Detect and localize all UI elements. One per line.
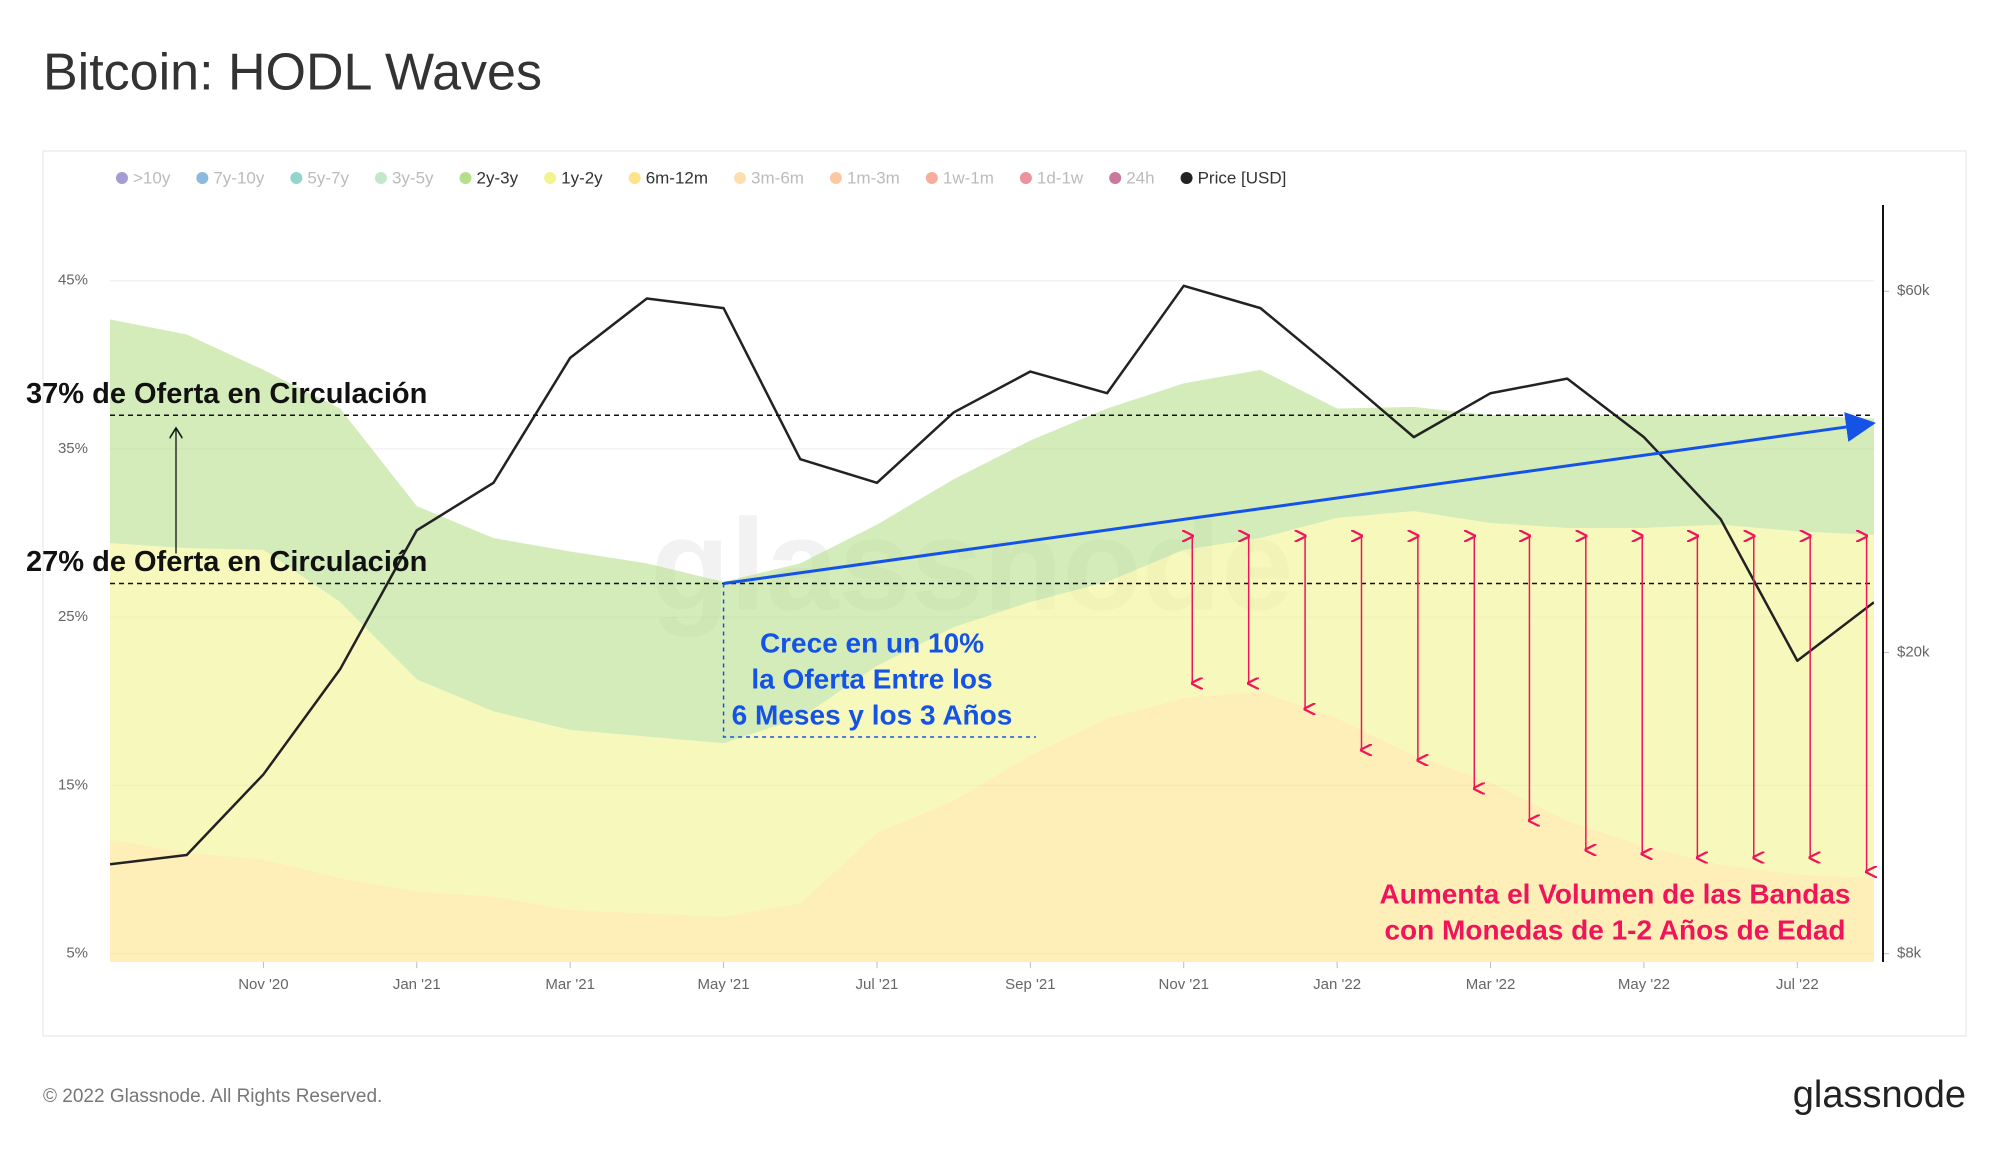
legend-label: 1d-1w: [1037, 168, 1084, 187]
legend-label: 2y-3y: [477, 168, 519, 187]
y2-tick-label: $8k: [1897, 945, 1922, 962]
legend-dot: [544, 172, 557, 184]
legend-label: 1y-2y: [561, 168, 603, 187]
x-tick-label: Nov '21: [1159, 976, 1209, 993]
trend-label: 6 Meses y los 3 Años: [732, 699, 1013, 730]
legend-label: 1w-1m: [943, 168, 994, 187]
callout-label: con Monedas de 1-2 Años de Edad: [1384, 914, 1845, 945]
trend-box: [722, 583, 1036, 738]
legend-label: 6m-12m: [646, 168, 708, 187]
x-tick-label: Mar '22: [1466, 976, 1516, 993]
plot-area: [110, 284, 1874, 962]
x-tick-label: May '21: [698, 976, 750, 993]
legend-label: 24h: [1126, 168, 1154, 187]
x-tick-label: May '22: [1618, 976, 1670, 993]
legend-dot: [374, 172, 387, 184]
y-tick-label: 35%: [58, 440, 88, 457]
legend-label: 1m-3m: [847, 168, 900, 187]
legend-label: 3y-5y: [392, 168, 434, 187]
trend-label: la Oferta Entre los: [751, 663, 992, 694]
title: Bitcoin: HODL Waves: [43, 44, 542, 102]
y2-tick-label: $20k: [1897, 643, 1930, 660]
callout-label: Aumenta el Volumen de las Bandas: [1380, 878, 1851, 909]
legend-dot: [734, 172, 747, 184]
legend-dot: [459, 172, 472, 184]
y-tick-label: 45%: [58, 272, 88, 289]
footer: © 2022 Glassnode. All Rights Reserved.: [43, 1086, 382, 1107]
legend-dot: [290, 172, 303, 184]
legend-dot: [196, 172, 209, 184]
area-band: [110, 511, 1874, 917]
logo: glassnode: [1793, 1074, 1966, 1116]
trend-label: Crece en un 10%: [760, 627, 984, 658]
legend-label: 3m-6m: [751, 168, 804, 187]
legend-label: >10y: [133, 168, 171, 187]
legend-label: 7y-10y: [213, 168, 265, 187]
y-tick-label: 5%: [66, 945, 88, 962]
x-tick-label: Nov '20: [238, 976, 288, 993]
annotation-label: 27% de Oferta en Circulación: [26, 546, 427, 578]
legend-dot: [1109, 172, 1122, 184]
x-tick-label: Jan '21: [393, 976, 441, 993]
x-tick-label: Jul '22: [1776, 976, 1819, 993]
trend-line: [723, 412, 1876, 585]
legend-dot: [925, 172, 938, 184]
x-tick-label: Mar '21: [545, 976, 595, 993]
y-tick-label: 15%: [58, 776, 88, 793]
legend-dot: [1019, 172, 1032, 184]
legend-dot: [628, 172, 641, 184]
chart-frame: [42, 150, 1967, 1037]
y2-tick-label: $60k: [1897, 282, 1930, 299]
legend-dot: [829, 172, 842, 184]
legend-dot: [1180, 172, 1193, 184]
chart: 5% 15% 25% 35% 45% $8k $20k $60k Nov '20 Jan '21 M…: [26, 168, 1930, 993]
area-band: [110, 691, 1874, 962]
legend-label: 5y-7y: [307, 168, 349, 187]
y-tick-label: 25%: [58, 608, 88, 625]
x-tick-label: Sep '21: [1005, 976, 1055, 993]
legend-dot: [116, 172, 128, 184]
legend-label: Price [USD]: [1198, 168, 1287, 187]
x-tick-label: Jul '21: [856, 976, 899, 993]
annotation-label: 37% de Oferta en Circulación: [26, 378, 427, 410]
price-line: [110, 284, 1874, 866]
x-tick-label: Jan '22: [1313, 976, 1361, 993]
